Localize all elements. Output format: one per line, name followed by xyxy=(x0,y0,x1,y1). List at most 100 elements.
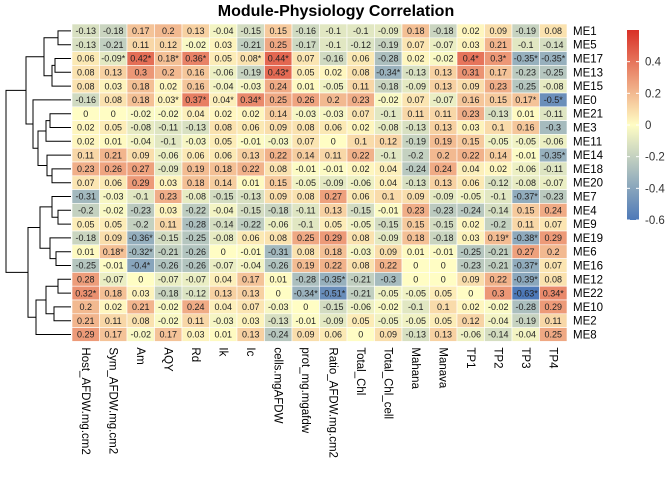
cell-value-label: -0.04 xyxy=(240,261,261,271)
cell-value-label: 0.31 xyxy=(462,68,480,78)
cell-value-label: -0.21 xyxy=(488,247,509,257)
cell-value-label: 0.02 xyxy=(462,302,480,312)
cell-value-label: -0.51* xyxy=(321,288,346,298)
cell-value-label: -0.01 xyxy=(295,164,316,174)
cell-value-label: -0.1 xyxy=(380,109,396,119)
cell-value-label: -0.15 xyxy=(350,206,371,216)
dendrogram-branch xyxy=(49,237,71,260)
cell-value-label: -0.04 xyxy=(130,137,151,147)
cell-value-label: 0.14 xyxy=(214,178,232,188)
cell-value-label: 0.1 xyxy=(492,123,505,133)
cell-value-label: 0 xyxy=(303,302,308,312)
cell-value-label: 0.25 xyxy=(269,40,287,50)
cell-value-label: 0.01 xyxy=(242,178,260,188)
cell-value-label: 0.03 xyxy=(159,206,177,216)
cell-value-label: 0.18 xyxy=(104,288,122,298)
cell-value-label: 0.04* xyxy=(213,95,235,105)
cell-value-label: 0.06 xyxy=(324,123,342,133)
cell-value-label: 0.03 xyxy=(462,123,480,133)
dendrogram-branch xyxy=(51,196,71,218)
cell-value-label: -0.07 xyxy=(158,275,179,285)
cell-value-label: -0.02 xyxy=(130,330,151,340)
dendrogram-branch xyxy=(27,227,40,318)
row-label: ME19 xyxy=(573,233,603,245)
cell-value-label: -0.01 xyxy=(433,247,454,257)
cell-value-label: 0.08 xyxy=(269,233,287,243)
cell-value-label: 0.02 xyxy=(352,164,370,174)
column-label: AQY xyxy=(161,347,173,372)
cell-value-label: 0.12 xyxy=(159,40,177,50)
cell-value-label: 0.13 xyxy=(104,68,122,78)
cell-value-label: 0.08 xyxy=(297,247,315,257)
cell-value-label: -0.19 xyxy=(405,137,426,147)
row-label: ME12 xyxy=(573,274,603,286)
cell-value-label: -0.13 xyxy=(488,109,509,119)
cell-value-label: 0.04 xyxy=(379,178,397,188)
cell-value-label: 0.17 xyxy=(104,330,122,340)
cell-value-label: 0.15 xyxy=(269,26,287,36)
cell-value-label: 0 xyxy=(441,261,446,271)
cell-value-label: 0.04 xyxy=(462,164,480,174)
cell-value-label: -0.07 xyxy=(433,40,454,50)
cell-value-label: 0.13 xyxy=(187,26,205,36)
cell-value-label: 0 xyxy=(468,288,473,298)
cell-value-label: 0.06 xyxy=(187,150,205,160)
cell-value-label: -0.13 xyxy=(75,40,96,50)
cell-value-label: -0.09 xyxy=(158,164,179,174)
cell-value-label: -0.21 xyxy=(158,247,179,257)
cell-value-label: 0.05 xyxy=(214,54,232,64)
cell-value-label: 0.22 xyxy=(242,164,260,174)
row-label: ME7 xyxy=(573,192,597,204)
cell-value-label: 0.13 xyxy=(242,330,260,340)
cell-value-label: 0.06 xyxy=(77,54,95,64)
cell-value-label: -0.15 xyxy=(240,26,261,36)
cell-value-label: -0.07 xyxy=(543,178,564,188)
cell-value-label: 0.16 xyxy=(187,81,205,91)
cell-value-label: -0.24 xyxy=(405,164,426,174)
cell-value-label: 0.01 xyxy=(104,137,122,147)
cell-value-label: 0.17* xyxy=(515,95,537,105)
cell-value-label: 0.09 xyxy=(462,275,480,285)
chart-title: Module-Physiology Correlation xyxy=(218,3,454,20)
cell-value-label: 0.16 xyxy=(462,95,480,105)
cell-value-label: -0.26 xyxy=(268,261,289,271)
cell-value-label: 0.03 xyxy=(159,178,177,188)
cell-value-label: -0.12 xyxy=(350,40,371,50)
cell-value-label: -0.1 xyxy=(133,192,149,202)
cell-value-label: -0.21 xyxy=(103,40,124,50)
cell-value-label: 0.08 xyxy=(132,316,150,326)
cell-value-label: 0.21 xyxy=(104,150,122,160)
dendrogram-branch xyxy=(57,30,71,46)
cell-value-label: -0.01 xyxy=(323,164,344,174)
cell-value-label: 0.05 xyxy=(352,316,370,326)
column-label: Sym_AFDW.mg.cm2 xyxy=(106,347,118,454)
cell-value-label: 0 xyxy=(413,261,418,271)
cell-value-label: -0.11 xyxy=(543,164,563,174)
cell-value-label: -0.01 xyxy=(240,247,261,257)
dendrogram-branch xyxy=(45,285,58,315)
cell-value-label: 0.13 xyxy=(434,123,452,133)
cell-value-label: -0.05 xyxy=(295,178,316,188)
cell-value-label: -0.03 xyxy=(268,302,289,312)
cell-value-label: -0.04 xyxy=(515,330,536,340)
cell-value-label: -0.06 xyxy=(158,150,179,160)
cell-value-label: -0.13 xyxy=(185,123,206,133)
cell-value-label: 0.08 xyxy=(104,95,122,105)
cell-value-label: 0.06 xyxy=(242,233,260,243)
cell-value-label: -0.1 xyxy=(408,302,424,312)
cell-value-label: -0.25 xyxy=(75,261,96,271)
cell-value-label: -0.07 xyxy=(103,275,124,285)
cell-value-label: 0.07 xyxy=(544,219,562,229)
cell-value-label: 0.05 xyxy=(104,219,122,229)
cell-value-label: -0.02 xyxy=(158,109,179,119)
cell-value-label: 0.01 xyxy=(214,330,232,340)
cell-value-label: -0.2 xyxy=(408,150,424,160)
cell-value-label: 0.18 xyxy=(407,233,425,243)
cell-value-label: 0.4* xyxy=(463,54,480,64)
cell-value-label: 0.1 xyxy=(437,302,450,312)
cell-value-label: 0.07 xyxy=(77,178,95,188)
cell-value-label: 0.11 xyxy=(352,81,369,91)
cell-value-label: 0.21 xyxy=(489,40,507,50)
cell-value-label: 0.03 xyxy=(462,233,480,243)
row-label: ME1 xyxy=(573,26,597,38)
